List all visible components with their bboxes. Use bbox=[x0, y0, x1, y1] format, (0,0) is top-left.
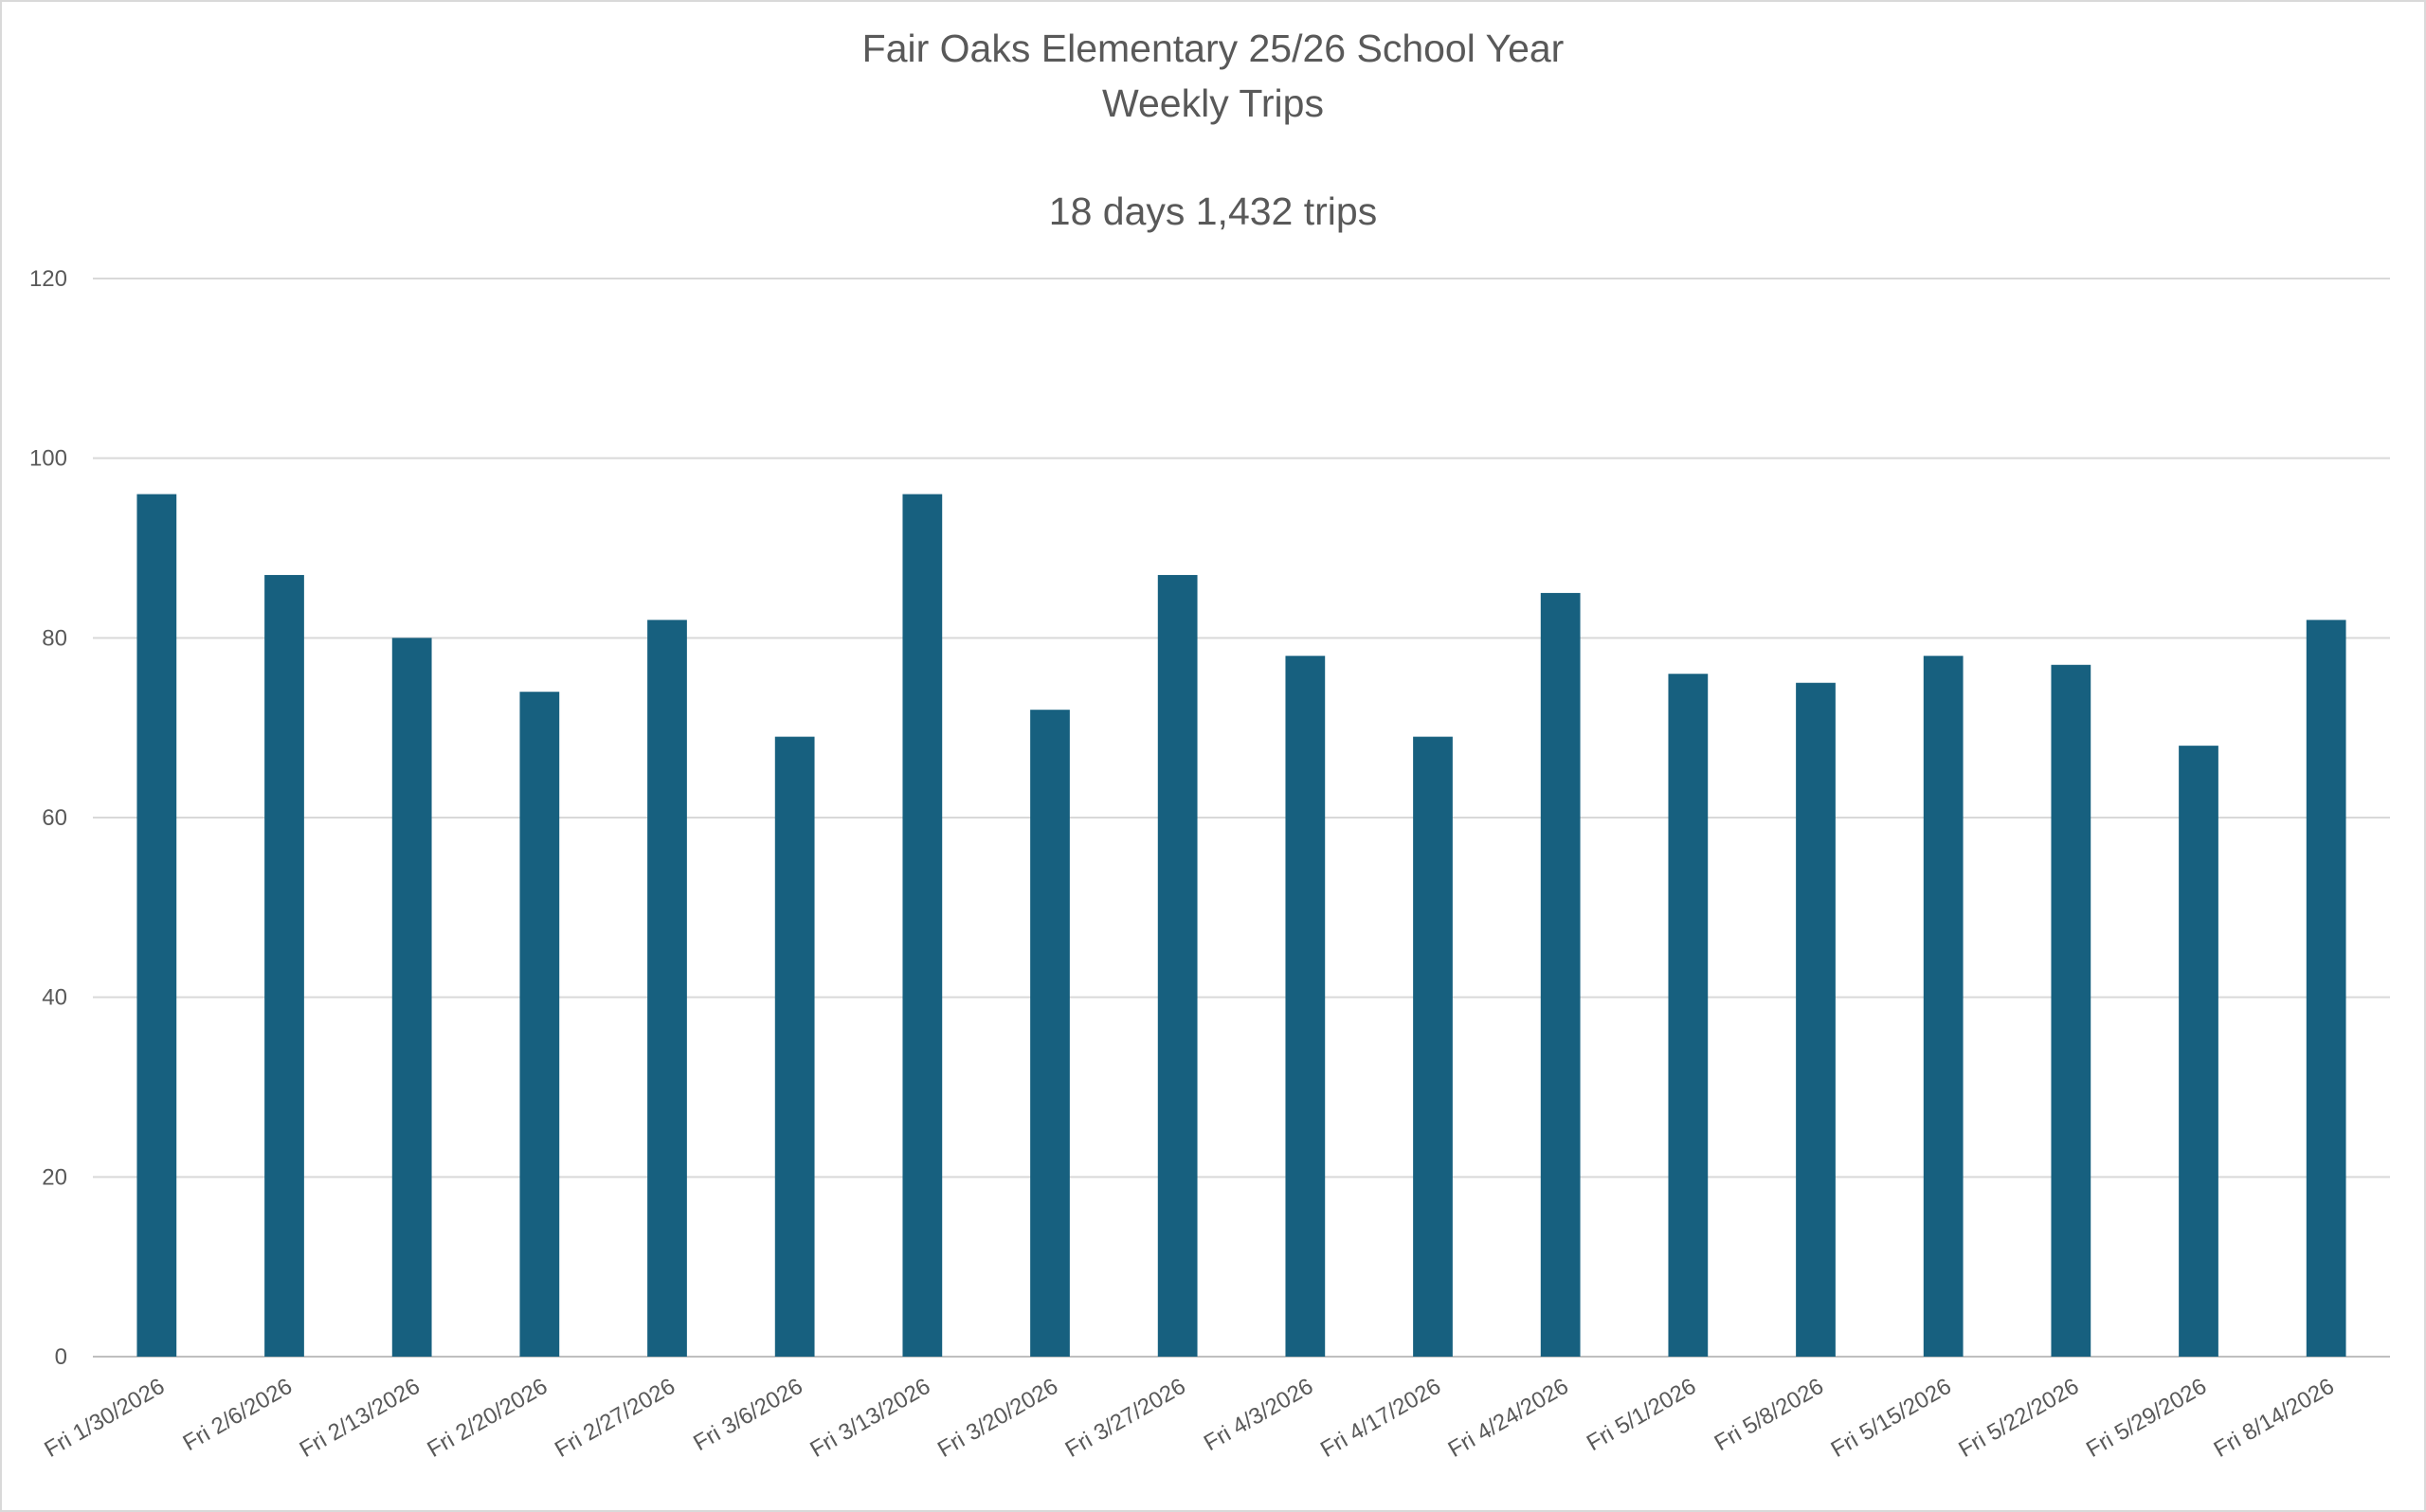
x-tick-label: Fri 5/15/2026 bbox=[1827, 1374, 1956, 1463]
y-tick-label: 120 bbox=[29, 266, 67, 292]
x-tick-label: Fri 4/24/2026 bbox=[1444, 1374, 1573, 1463]
x-tick-label: Fri 3/6/2026 bbox=[689, 1374, 806, 1456]
x-tick-label: Fri 8/14/2026 bbox=[2210, 1374, 2339, 1463]
y-tick-label: 40 bbox=[42, 985, 67, 1011]
bar bbox=[1285, 656, 1326, 1357]
x-tick-label: Fri 4/3/2026 bbox=[1200, 1374, 1317, 1456]
y-tick-label: 60 bbox=[42, 805, 67, 831]
x-tick-label: Fri 2/20/2026 bbox=[423, 1374, 552, 1463]
x-tick-label: Fri 4/17/2026 bbox=[1316, 1374, 1445, 1463]
bar bbox=[136, 494, 177, 1357]
y-tick-label: 80 bbox=[42, 625, 67, 651]
bar bbox=[1796, 682, 1836, 1357]
bar bbox=[1030, 710, 1070, 1357]
x-tick-label: Fri 2/13/2026 bbox=[296, 1374, 425, 1463]
y-axis-tick-labels: 0 20 40 60 80 100 120 bbox=[29, 266, 67, 1370]
gridlines bbox=[93, 278, 2390, 1358]
bar bbox=[774, 736, 815, 1357]
chart-title-line-2: Weekly Trips bbox=[1102, 81, 1324, 125]
bars bbox=[136, 494, 2346, 1357]
y-tick-label: 20 bbox=[42, 1164, 67, 1190]
chart-title: Fair Oaks Elementary 25/26 School Year bbox=[861, 27, 1565, 70]
bar bbox=[2179, 746, 2218, 1357]
y-tick-label: 0 bbox=[55, 1344, 67, 1370]
y-tick-label: 100 bbox=[29, 446, 67, 472]
x-tick-label: Fri 1/30/2026 bbox=[40, 1374, 169, 1463]
bar bbox=[902, 494, 943, 1357]
bar bbox=[1668, 674, 1709, 1357]
x-tick-label: Fri 2/27/2026 bbox=[551, 1374, 679, 1463]
x-tick-label: Fri 2/6/2026 bbox=[179, 1374, 297, 1456]
bar bbox=[2051, 664, 2091, 1357]
bar bbox=[1540, 592, 1581, 1357]
bar bbox=[391, 638, 432, 1357]
bar bbox=[1923, 656, 1964, 1357]
x-tick-label: Fri 3/27/2026 bbox=[1061, 1374, 1190, 1463]
x-tick-label: Fri 5/22/2026 bbox=[1954, 1374, 2083, 1463]
x-tick-label: Fri 3/20/2026 bbox=[933, 1374, 1062, 1463]
bar bbox=[647, 620, 687, 1357]
bar bbox=[1157, 574, 1198, 1357]
bar bbox=[2306, 620, 2346, 1357]
bar bbox=[519, 692, 560, 1357]
x-tick-label: Fri 5/1/2026 bbox=[1583, 1374, 1700, 1456]
bar bbox=[264, 574, 304, 1357]
bar bbox=[1413, 736, 1453, 1357]
x-tick-label: Fri 5/8/2026 bbox=[1711, 1374, 1828, 1456]
x-tick-label: Fri 5/29/2026 bbox=[2082, 1374, 2211, 1463]
x-tick-label: Fri 3/13/2026 bbox=[806, 1374, 934, 1463]
chart-subtitle: 18 days 1,432 trips bbox=[1048, 189, 1378, 233]
